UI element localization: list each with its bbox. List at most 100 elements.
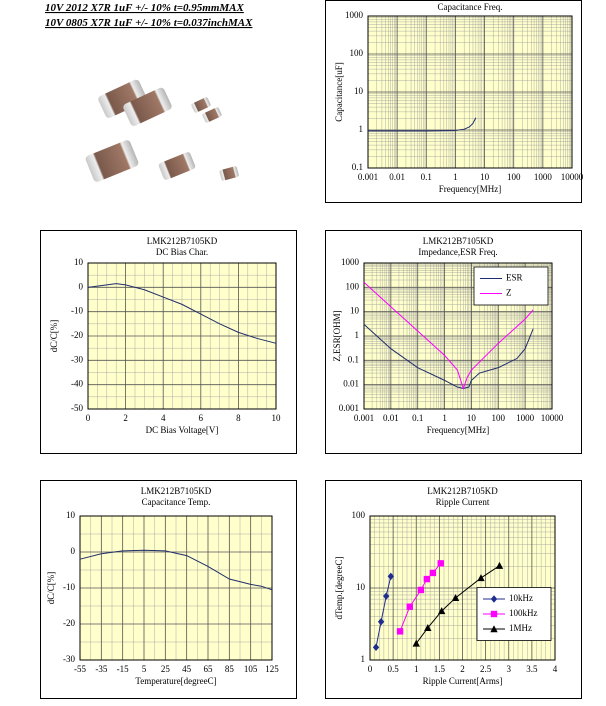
marker bbox=[495, 561, 504, 569]
legend-box bbox=[473, 266, 549, 306]
y-tick-label: 1000 bbox=[341, 257, 360, 267]
x-tick-label: 100 bbox=[507, 172, 521, 182]
x-tick-label: 105 bbox=[244, 664, 258, 674]
x-tick-label: 2 bbox=[123, 413, 128, 423]
legend-label: ESR bbox=[506, 273, 523, 283]
y-tick-label: 1 bbox=[361, 654, 366, 664]
y-axis-label: Capacitance[uF] bbox=[334, 62, 344, 121]
chart-title: LMK212B7105KD bbox=[423, 236, 494, 246]
marker bbox=[437, 560, 444, 567]
x-tick-label: 25 bbox=[161, 664, 171, 674]
series-line bbox=[363, 282, 534, 390]
x-tick-label: 1000 bbox=[516, 413, 535, 423]
chart-title: LMK212B7105KD bbox=[147, 236, 218, 246]
x-tick-label: 1 bbox=[453, 172, 458, 182]
x-tick-label: 85 bbox=[225, 664, 235, 674]
chart-subtitle: Capacitance Temp. bbox=[142, 497, 211, 507]
header-line: 10V 2012 X7R 1uF +/- 10% t=0.95mmMAX bbox=[45, 2, 245, 14]
marker bbox=[490, 610, 498, 618]
y-tick-label: -10 bbox=[71, 306, 83, 316]
panel-border bbox=[325, 480, 582, 699]
x-axis-label: Ripple Current[Arms] bbox=[423, 676, 503, 686]
marker bbox=[490, 595, 498, 603]
x-tick-label: 8 bbox=[236, 413, 241, 423]
marker bbox=[490, 625, 498, 633]
x-axis-label: DC Bias Voltage[V] bbox=[146, 425, 219, 435]
x-tick-label: 2.5 bbox=[480, 664, 492, 674]
x-tick-label: 3.5 bbox=[526, 664, 538, 674]
legend-label: 100kHz bbox=[509, 608, 538, 618]
y-tick-label: -30 bbox=[71, 354, 83, 364]
x-tick-label: 1 bbox=[442, 413, 447, 423]
x-tick-label: 1000 bbox=[534, 172, 553, 182]
y-tick-label: 10 bbox=[74, 257, 84, 267]
y-tick-label: -40 bbox=[71, 379, 83, 389]
y-tick-label: -30 bbox=[63, 654, 75, 664]
marker bbox=[377, 618, 385, 626]
x-axis-label: Frequency[MHz] bbox=[427, 425, 489, 435]
y-tick-label: 0.1 bbox=[348, 354, 359, 364]
x-tick-label: 0.1 bbox=[421, 172, 432, 182]
plot-frame bbox=[363, 262, 553, 410]
x-tick-label: 0.5 bbox=[388, 664, 400, 674]
x-tick-label: 3 bbox=[507, 664, 512, 674]
marker bbox=[477, 574, 485, 582]
marker bbox=[387, 572, 395, 581]
y-tick-label: 1 bbox=[359, 124, 364, 134]
x-tick-label: 45 bbox=[182, 664, 192, 674]
series-line bbox=[375, 576, 392, 648]
y-tick-label: 100 bbox=[350, 48, 364, 58]
legend-label: Z bbox=[506, 288, 512, 298]
panel-border bbox=[325, 0, 582, 203]
x-tick-label: -35 bbox=[95, 664, 107, 674]
x-tick-label: 0 bbox=[86, 413, 91, 423]
y-axis-label: dC/C[%] bbox=[49, 320, 59, 353]
legend-label: 10kHz bbox=[509, 593, 533, 603]
chart-subtitle: Impedance,ESR Freq. bbox=[418, 247, 497, 257]
chart-subtitle: DC Bias Char. bbox=[156, 247, 208, 257]
y-tick-label: 100 bbox=[346, 281, 360, 291]
panel-border bbox=[325, 230, 582, 454]
header-line: 10V 0805 X7R 1uF +/- 10% t=0.037inchMAX bbox=[45, 17, 253, 29]
x-tick-label: 10000 bbox=[541, 413, 564, 423]
x-tick-label: 0.01 bbox=[383, 413, 399, 423]
x-tick-label: 4 bbox=[553, 664, 558, 674]
x-tick-label: 0.001 bbox=[354, 413, 374, 423]
x-tick-label: 10 bbox=[467, 413, 477, 423]
panel-border bbox=[40, 230, 297, 454]
y-tick-label: 0.001 bbox=[339, 403, 359, 413]
y-tick-label: -20 bbox=[63, 618, 75, 628]
marker bbox=[437, 607, 446, 615]
series-line bbox=[87, 283, 277, 344]
y-tick-label: 100 bbox=[352, 510, 366, 520]
x-tick-label: 10 bbox=[272, 413, 282, 423]
y-tick-label: -10 bbox=[63, 582, 75, 592]
y-tick-label: 0 bbox=[71, 546, 76, 556]
marker bbox=[372, 643, 380, 652]
x-tick-label: 1 bbox=[414, 664, 419, 674]
panel-border bbox=[40, 480, 297, 699]
y-axis-label: Z,ESR[OHM] bbox=[332, 310, 342, 361]
marker bbox=[424, 624, 432, 632]
x-tick-label: 2 bbox=[460, 664, 465, 674]
marker bbox=[382, 592, 390, 600]
x-tick-label: 10 bbox=[480, 172, 490, 182]
marker bbox=[417, 586, 425, 594]
marker bbox=[429, 569, 437, 577]
capacitor-photo bbox=[85, 79, 239, 182]
y-axis-label: dTemp.[degreeC] bbox=[334, 556, 344, 619]
legend-label: 1MHz bbox=[509, 623, 532, 633]
plot-frame bbox=[367, 15, 573, 169]
x-tick-label: 0.01 bbox=[389, 172, 405, 182]
series-line bbox=[363, 324, 534, 389]
marker bbox=[412, 639, 420, 647]
y-tick-label: 10 bbox=[66, 510, 76, 520]
x-tick-label: 0.1 bbox=[412, 413, 423, 423]
y-tick-label: 0.1 bbox=[352, 162, 363, 172]
x-tick-label: -15 bbox=[117, 664, 129, 674]
series-line bbox=[79, 549, 273, 591]
x-tick-label: 10000 bbox=[561, 172, 584, 182]
plot-frame bbox=[87, 262, 277, 410]
x-axis-label: Frequency[MHz] bbox=[439, 184, 501, 194]
